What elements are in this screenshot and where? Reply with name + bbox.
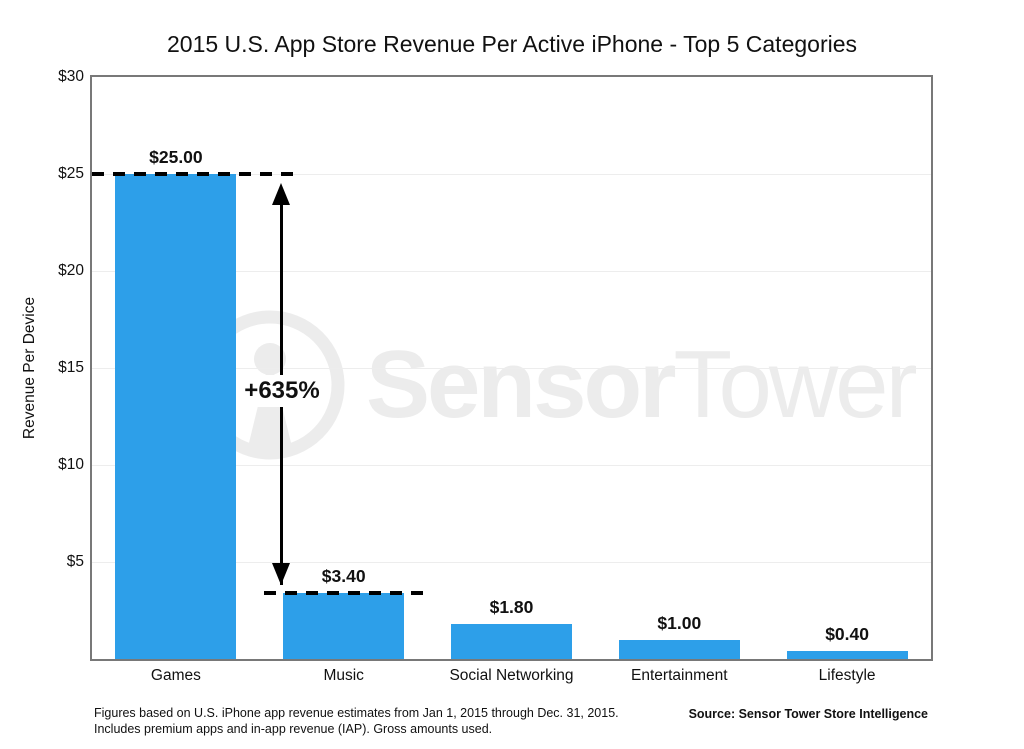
x-tick-label-3: Entertainment bbox=[631, 667, 728, 684]
value-label-1: $3.40 bbox=[321, 566, 366, 587]
sensortower-watermark: SensorTower bbox=[190, 303, 918, 467]
y-tick-label-15: $15 bbox=[58, 359, 84, 376]
x-tick-label-0: Games bbox=[150, 667, 201, 684]
footnote-line-1: Figures based on U.S. iPhone app revenue… bbox=[94, 706, 619, 720]
value-label-4: $0.40 bbox=[825, 624, 869, 645]
gridline-5 bbox=[92, 561, 931, 563]
footnote-line-2: Includes premium apps and in-app revenue… bbox=[94, 722, 493, 737]
value-label-2: $1.80 bbox=[489, 597, 534, 618]
bar-lifestyle bbox=[786, 651, 908, 659]
watermark-text-bold: Sensor bbox=[366, 331, 676, 438]
gridline-10 bbox=[92, 464, 931, 466]
bar-entertainment bbox=[618, 639, 740, 659]
dashed-line-bottom bbox=[263, 591, 424, 596]
y-tick-label-10: $10 bbox=[58, 456, 84, 473]
bar-music bbox=[283, 593, 405, 659]
x-tick-label-4: Lifestyle bbox=[818, 667, 876, 684]
watermark-text-light: Tower bbox=[673, 331, 917, 438]
footnote: Figures based on U.S. iPhone app revenue… bbox=[94, 705, 619, 738]
annotation-percent-label: +635% bbox=[238, 374, 326, 407]
x-tick-label-1: Music bbox=[323, 667, 364, 684]
value-label-0: $25.00 bbox=[149, 147, 203, 167]
value-label-3: $1.00 bbox=[657, 612, 702, 633]
y-tick-label-5: $5 bbox=[66, 553, 84, 570]
y-tick-label-20: $20 bbox=[58, 262, 84, 279]
bar-games bbox=[115, 174, 237, 659]
bar-social-networking bbox=[451, 624, 572, 659]
y-tick-label-30: $30 bbox=[58, 68, 84, 85]
gridline-15 bbox=[92, 367, 931, 369]
arrowhead-up-icon bbox=[272, 183, 290, 205]
y-tick-label-25: $25 bbox=[58, 165, 84, 182]
gridline-25 bbox=[92, 173, 931, 175]
watermark-text: SensorTower bbox=[366, 337, 918, 433]
gridline-20 bbox=[92, 270, 931, 272]
dashed-line-top bbox=[92, 172, 295, 176]
source-credit: Source: Sensor Tower Store Intelligence bbox=[688, 707, 928, 721]
x-tick-label-2: Social Networking bbox=[449, 667, 574, 684]
chart-title: 2015 U.S. App Store Revenue Per Active i… bbox=[167, 31, 857, 57]
